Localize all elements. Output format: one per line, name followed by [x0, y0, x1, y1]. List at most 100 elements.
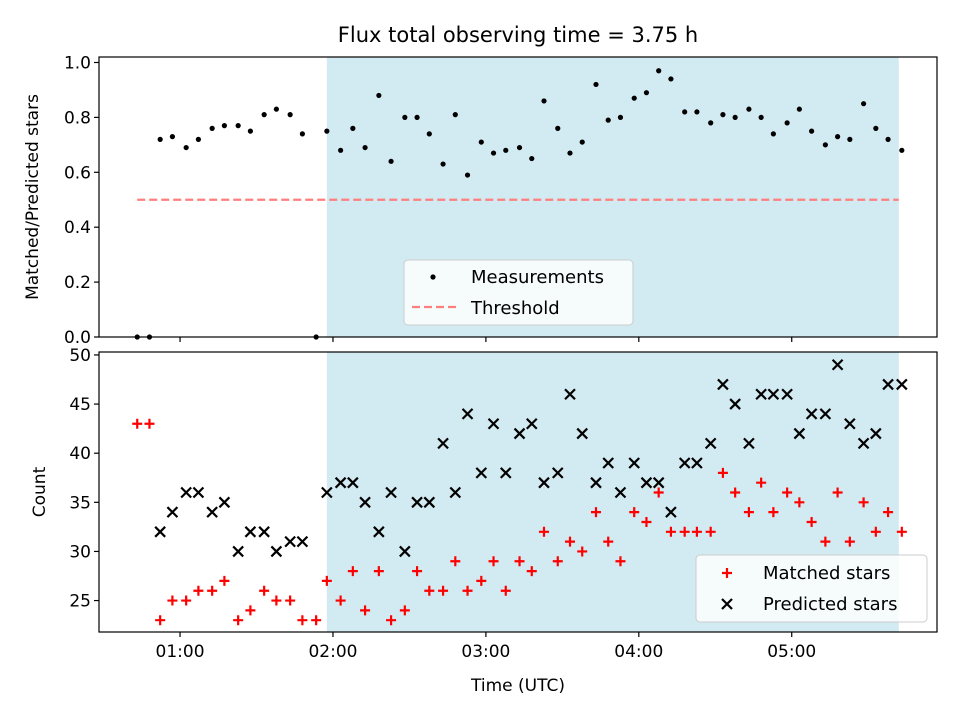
y-tick-label: 0.6 [64, 163, 91, 183]
matched-star-point [335, 595, 346, 606]
matched-star-point [615, 556, 626, 567]
predicted-star-point [767, 388, 780, 401]
predicted-star-point [347, 476, 359, 489]
matched-star-point [717, 467, 728, 478]
measurement-point [732, 114, 738, 120]
measurement-point [478, 139, 484, 145]
predicted-star-point [665, 506, 677, 518]
predicted-star-point [781, 388, 793, 401]
predicted-star-point [513, 427, 526, 440]
bottom-legend: Matched stars Predicted stars [695, 554, 928, 623]
matched-star-point [743, 507, 754, 518]
matched-star-point [424, 585, 435, 596]
measurement-point [195, 136, 201, 142]
matched-star-point [297, 615, 308, 626]
predicted-star-point [729, 398, 741, 410]
matched-star-point [219, 575, 230, 586]
matched-star-point [564, 536, 575, 547]
predicted-star-point [678, 457, 691, 469]
predicted-star-point [321, 486, 333, 499]
x-tick-label: 04:00 [614, 642, 663, 662]
predicted-star-point [359, 496, 371, 509]
x-tick-label: 03:00 [461, 642, 510, 662]
measurement-point [822, 142, 828, 148]
predicted-star-point [192, 486, 205, 499]
predicted-star-point [218, 496, 231, 509]
matched-star-point [552, 556, 563, 567]
top-legend: Measurements Threshold [403, 259, 634, 326]
measurement-point [796, 106, 802, 112]
measurement-point [426, 131, 432, 137]
matched-star-point [476, 575, 487, 586]
predicted-star-point [206, 506, 218, 518]
measurement-point [402, 114, 408, 120]
measurement-point [885, 136, 891, 142]
x-tick-label: 02:00 [308, 642, 357, 662]
matched-star-point [233, 615, 244, 626]
predicted-star-point [564, 388, 576, 401]
predicted-star-point [449, 486, 462, 499]
matched-star-point [730, 487, 741, 498]
measurement-point [643, 90, 650, 96]
predicted-star-point [882, 378, 894, 391]
predicted-star-point [896, 378, 908, 391]
measurement-point [261, 112, 267, 118]
matched-star-point [526, 566, 537, 577]
matched-star-point [665, 526, 676, 537]
matched-star-point [629, 507, 640, 518]
legend-box [403, 259, 634, 326]
measurement-point [720, 112, 726, 118]
predicted-star-point [423, 496, 436, 509]
matched-star-point [386, 615, 397, 626]
legend-matched-marker [722, 568, 732, 578]
measurement-point [758, 114, 764, 120]
predicted-star-point [166, 506, 179, 518]
predicted-star-point [652, 476, 665, 489]
measurement-point [555, 125, 561, 131]
measurement-point [452, 112, 458, 118]
matched-star-point [538, 526, 549, 537]
measurement-point [287, 112, 293, 118]
predicted-star-point [602, 457, 615, 469]
measurement-point [440, 161, 446, 167]
predicted-star-point [755, 388, 767, 401]
measurement-point [350, 125, 356, 131]
matched-star-point [844, 536, 855, 547]
predicted-star-point [411, 496, 423, 509]
bottom-y-axis-label: Count [30, 466, 50, 517]
legend-measurements-label: Measurements [471, 267, 604, 288]
predicted-star-point [399, 545, 411, 558]
matched-star-point [360, 605, 371, 616]
predicted-star-point [373, 526, 385, 538]
measurement-point [656, 68, 662, 74]
y-tick-label: 35 [69, 493, 91, 513]
measurement-point [157, 136, 163, 142]
predicted-star-point [717, 378, 729, 391]
predicted-star-point [551, 467, 564, 479]
y-tick-label: 0.2 [64, 273, 91, 293]
measurement-point [464, 172, 471, 178]
measurement-point [388, 158, 394, 164]
matched-star-point [832, 487, 843, 498]
matched-star-point [259, 585, 270, 596]
measurement-point [784, 120, 790, 126]
measurement-point [299, 131, 305, 137]
measurement-point [873, 125, 879, 131]
predicted-star-point [743, 437, 755, 450]
matched-star-point [245, 605, 256, 616]
y-tick-label: 25 [69, 592, 91, 612]
top-axes-frame [98, 56, 938, 338]
predicted-star-point [232, 545, 244, 558]
measurement-point [529, 155, 535, 162]
matched-star-point [514, 556, 525, 567]
predicted-star-point [296, 535, 309, 548]
bottom-plot: 25 30 35 40 45 50 01:00 02:00 03:00 04:00 05:00 Cou… [30, 346, 938, 696]
matched-star-point [806, 516, 817, 527]
predicted-star-point [538, 476, 550, 489]
matched-star-point [500, 585, 511, 596]
matched-star-point [883, 507, 894, 518]
measurement-point [567, 150, 573, 156]
predicted-star-point [487, 417, 500, 430]
top-plot: 0.0 0.2 0.4 0.6 0.8 1.0 Matched/Predicted star… [23, 53, 938, 348]
